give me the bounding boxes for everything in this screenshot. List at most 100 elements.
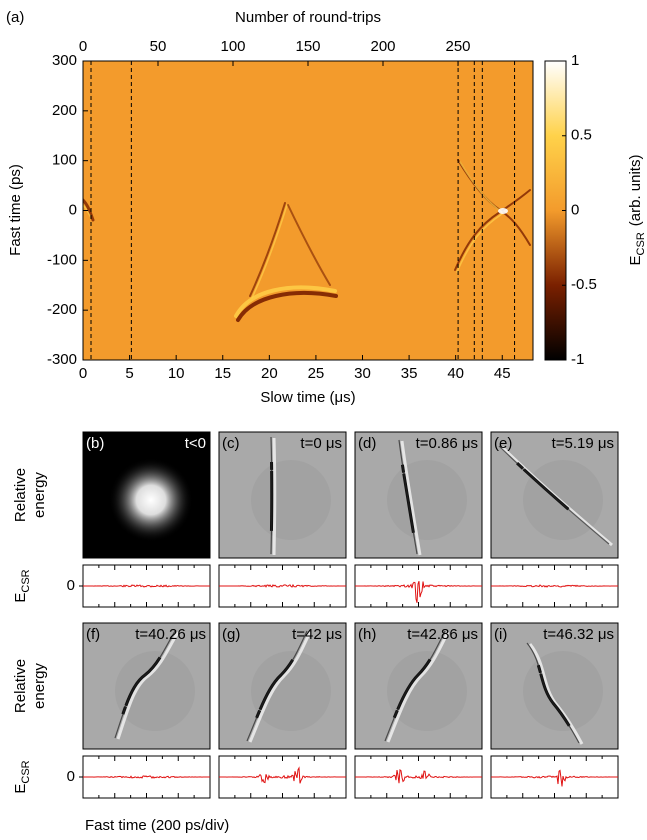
panel-frame: [490, 622, 619, 750]
colorbar-tick-label: 0.5: [571, 127, 592, 144]
panel-time: t=0.86 μs: [416, 435, 478, 452]
panel-label: (c): [222, 435, 240, 452]
heatmap-feature: [83, 198, 95, 222]
x2-tick-label: 200: [370, 38, 395, 55]
panel-image-texture: [523, 651, 603, 731]
phase-space-panel: (c) t=0 μs: [218, 431, 347, 608]
panel-label: (g): [222, 626, 240, 643]
heatmap-feature: [459, 161, 503, 213]
panel-image-glow: [109, 458, 193, 542]
colorbar-title-part: E: [627, 255, 644, 265]
panel-streak: [400, 440, 422, 556]
panel-streak: [270, 436, 273, 555]
panel-frame: [354, 431, 483, 559]
panel-frame: [82, 431, 211, 559]
panel-frame: [490, 431, 619, 559]
y-axis-title: energy: [31, 472, 48, 518]
phase-space-panel: (e) t=5.19 μs: [490, 431, 619, 608]
trace-y-label-part: CSR: [20, 760, 32, 783]
panel-time: t=42 μs: [292, 626, 342, 643]
panel-label: (h): [358, 626, 376, 643]
panel-frame: [82, 622, 211, 750]
top-axis-title: Number of round-trips: [235, 9, 381, 26]
colorbar-title-part: (arb. units): [627, 155, 644, 227]
trace-line: [219, 766, 346, 784]
y-tick-label: -300: [47, 351, 77, 368]
panel-label: (i): [494, 626, 507, 643]
panel-streak: [386, 631, 450, 743]
panel-streak: [498, 445, 610, 545]
x2-tick-label: 250: [445, 38, 470, 55]
trace-y-tick-label: 0: [67, 577, 75, 594]
x-tick-label: 5: [125, 365, 133, 382]
y-tick-label: 100: [52, 152, 77, 169]
y-axis-title: Fast time (ps): [7, 164, 24, 256]
x2-tick-label: 150: [295, 38, 320, 55]
panel-label: (b): [86, 435, 104, 452]
x-axis-title: Fast time (200 ps/div): [85, 817, 229, 834]
panel-streak: [116, 631, 180, 740]
colorbar-tick-label: -1: [571, 351, 584, 368]
trace-line: [219, 583, 346, 588]
x2-tick-label: 100: [220, 38, 245, 55]
colorbar-tick-label: -0.5: [571, 276, 597, 293]
trace-line: [83, 775, 210, 779]
x-tick-label: 20: [261, 365, 278, 382]
trace-line: [355, 768, 482, 784]
trace-line: [491, 584, 618, 588]
trace-y-label-part: E: [12, 593, 29, 603]
x-axis-title: Slow time (μs): [260, 389, 355, 406]
panel-time: t<0: [185, 435, 206, 452]
panel-image-texture: [387, 651, 467, 731]
panel-time: t=40.26 μs: [135, 626, 206, 643]
panel-streak: [528, 643, 584, 745]
y-tick-label: -200: [47, 301, 77, 318]
y-tick-label: 200: [52, 102, 77, 119]
y-axis-title: energy: [31, 663, 48, 709]
panel-frame: [218, 622, 347, 750]
panel-streak: [526, 642, 580, 744]
phase-space-panel: (g) t=42 μs: [218, 622, 347, 799]
x-tick-label: 30: [354, 365, 371, 382]
heatmap-feature: [234, 285, 337, 318]
panel-streak: [246, 630, 308, 742]
y-axis-title: Relative: [12, 659, 29, 713]
colorbar-tick-label: 0: [571, 201, 579, 218]
panel-streak: [398, 439, 418, 555]
panel-label: (e): [494, 435, 512, 452]
heatmap-background: [83, 61, 533, 360]
x-tick-label: 45: [494, 365, 511, 382]
trace-y-label: ECSR: [12, 760, 32, 793]
x2-tick-label: 0: [79, 38, 87, 55]
panel-image-texture: [387, 460, 467, 540]
x-tick-label: 10: [168, 365, 185, 382]
x-tick-label: 15: [214, 365, 231, 382]
phase-space-panel: (b) t<0: [82, 431, 211, 608]
phase-space-panel: (h) t=42.86 μs: [354, 622, 483, 799]
colorbar-title: ECSR (arb. units): [627, 155, 647, 266]
x-tick-label: 0: [79, 365, 87, 382]
panel-frame: [354, 622, 483, 750]
panel-streak: [248, 631, 312, 743]
panel-frame: [218, 431, 347, 559]
panel-time: t=5.19 μs: [552, 435, 614, 452]
panel-streak: [114, 630, 176, 739]
panel-image-texture: [251, 651, 331, 731]
panel-label: (d): [358, 435, 376, 452]
trace-y-label-part: E: [12, 784, 29, 794]
x-tick-label: 35: [401, 365, 418, 382]
x-tick-label: 25: [308, 365, 325, 382]
panel-image-texture: [251, 460, 331, 540]
panel-time: t=42.86 μs: [407, 626, 478, 643]
panel-image-texture: [115, 651, 195, 731]
phase-space-panel: (f) t=40.26 μs: [82, 622, 211, 799]
phase-space-panel: (d) t=0.86 μs: [354, 431, 483, 608]
heatmap-feature: [498, 208, 508, 214]
panel-time: t=0 μs: [300, 435, 342, 452]
heatmap-feature: [249, 202, 286, 297]
colorbar-title-part: CSR: [635, 232, 647, 255]
phase-space-panel: (i) t=46.32 μs: [490, 622, 619, 799]
x-tick-label: 40: [447, 365, 464, 382]
heatmap-feature: [251, 204, 288, 299]
